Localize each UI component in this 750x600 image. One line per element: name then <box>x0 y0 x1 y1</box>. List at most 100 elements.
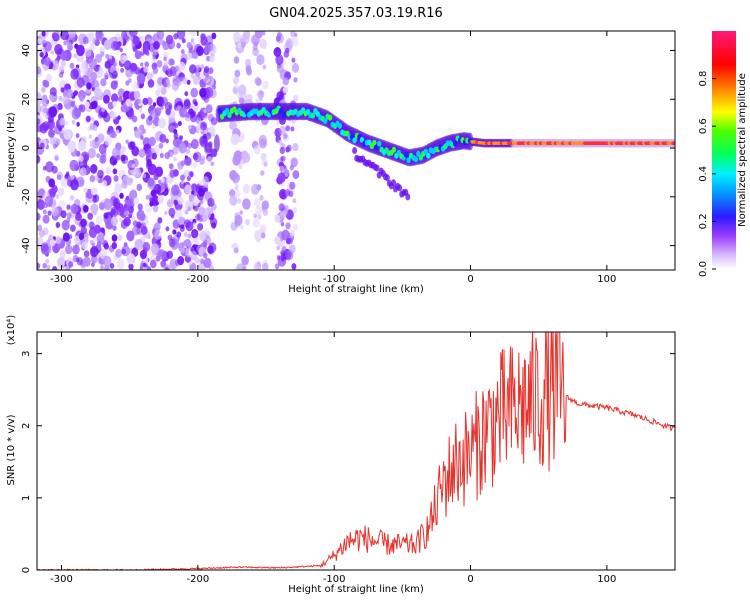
spectrogram-cell <box>128 263 134 270</box>
spectrogram-cell <box>110 216 118 226</box>
spectrogram-cell <box>166 79 170 84</box>
spectrogram-cell <box>252 43 258 51</box>
spectrogram-cell <box>70 68 79 80</box>
spectrogram-ridge-cell <box>671 141 675 145</box>
spectrogram-cell <box>232 134 240 144</box>
spectrogram-cell <box>145 220 149 225</box>
spectrogram-cell <box>192 161 198 169</box>
spectrogram-cell <box>103 212 109 219</box>
spectrogram-cell <box>145 149 152 158</box>
spectrogram-ridge-halo <box>213 134 220 152</box>
spectrogram-cell <box>238 97 245 105</box>
spectrogram-cell <box>190 73 195 79</box>
colorbar-ticks: 0.0 0.2 0.4 0.6 0.8 <box>698 71 716 277</box>
spectrogram-cell <box>158 179 162 184</box>
spectrogram-cell <box>294 32 298 38</box>
spectrogram-cell <box>103 198 113 210</box>
spectrogram-cell <box>180 160 186 167</box>
spectrogram-ridge-cell <box>323 118 328 125</box>
spectrogram-tail-cell <box>397 184 403 192</box>
spectrogram-cell <box>90 254 98 264</box>
spectrogram-cell <box>202 176 210 186</box>
spectrogram-cell <box>104 60 111 69</box>
spectrogram-cell <box>190 112 195 118</box>
spectrogram-cell <box>285 222 291 230</box>
spectrogram-cell <box>274 214 281 223</box>
spectrogram-cell <box>92 100 98 109</box>
spectrogram-cell <box>48 106 58 118</box>
spectrogram-cell <box>85 115 91 123</box>
spectrogram-cell <box>125 160 129 165</box>
snr-y-axis: 0 1 2 3 <box>21 350 675 573</box>
spectrogram-x-tick-label: 0 <box>467 274 473 285</box>
spectrogram-cell <box>140 225 148 235</box>
spectrogram-cell <box>192 52 199 60</box>
spectrogram-cell <box>58 95 63 102</box>
spectrogram-cell <box>257 213 262 220</box>
spectrogram-cell <box>37 66 42 75</box>
spectrogram-cell <box>282 77 290 86</box>
spectrogram-cell <box>276 91 284 101</box>
spectrogram-cell <box>91 37 97 44</box>
snr-x-axis: -300 -200 -100 0 100 <box>50 332 616 585</box>
spectrogram-cell <box>47 119 55 130</box>
spectrogram-cell <box>60 87 65 93</box>
spectrogram-ridge-cell <box>406 157 411 164</box>
spectrogram-cell <box>177 256 185 266</box>
spectrogram-cell <box>46 264 51 270</box>
spectrogram-cell <box>283 50 290 58</box>
spectrogram-cell <box>153 40 160 50</box>
spectrogram-cell <box>96 240 102 247</box>
spectrogram-cell <box>108 129 116 138</box>
spectrogram-cell <box>108 54 112 60</box>
spectrogram-cell <box>173 169 179 177</box>
spectrogram-cell <box>90 203 99 214</box>
spectrogram-cell <box>210 161 215 167</box>
spectrogram-cell <box>119 192 124 199</box>
spectrogram-cell <box>278 139 283 145</box>
spectrogram-cell <box>55 138 61 146</box>
spectrogram-cell <box>186 79 191 85</box>
spectrogram-cell <box>202 241 207 248</box>
spectrogram-cell <box>110 111 117 120</box>
spectrogram-cell <box>119 217 123 222</box>
spectrogram-cell <box>144 61 149 68</box>
spectrogram-cell <box>206 156 213 163</box>
spectrogram-cell <box>262 64 267 70</box>
spectrogram-cell <box>42 209 47 215</box>
spectrogram-cell <box>122 90 131 102</box>
spectrogram-cell <box>256 54 265 66</box>
spectrogram-cell <box>280 155 286 162</box>
spectrogram-tail-cell <box>391 179 396 187</box>
spectrogram-cell <box>86 82 92 90</box>
spectrogram-cell <box>112 100 118 107</box>
spectrogram-cell <box>150 189 157 197</box>
spectrogram-ridge-cell <box>413 156 419 163</box>
spectrogram-cell <box>172 146 179 155</box>
spectrogram-cell <box>89 123 96 131</box>
snr-y-scale: (x10⁴) <box>6 315 17 346</box>
spectrogram-cell <box>278 165 285 173</box>
spectrogram-cell <box>180 224 185 229</box>
spectrogram-cell <box>66 171 70 177</box>
spectrogram-cell <box>190 247 195 253</box>
spectrogram-cell <box>199 72 204 79</box>
spectrogram-cell <box>169 258 178 270</box>
spectrogram-cell <box>60 210 67 219</box>
spectrogram-cell <box>139 249 147 260</box>
spectrogram-cell <box>111 234 118 242</box>
spectrogram-cell <box>165 138 169 144</box>
spectrogram-cell <box>163 56 167 61</box>
spectrogram-cell <box>55 222 61 228</box>
spectrogram-ridge-cell <box>224 107 230 114</box>
spectrogram-cell <box>93 87 101 97</box>
spectrogram-cell <box>203 257 212 269</box>
spectrogram-cell <box>127 110 135 119</box>
spectrogram-cell <box>165 108 171 116</box>
spectrogram-cell <box>83 187 88 194</box>
spectrogram-cell <box>58 187 65 197</box>
spectrogram-cell <box>177 196 184 205</box>
spectrogram-cell <box>37 155 40 161</box>
spectrogram-cell <box>83 250 90 258</box>
spectrogram-cell <box>145 194 150 200</box>
